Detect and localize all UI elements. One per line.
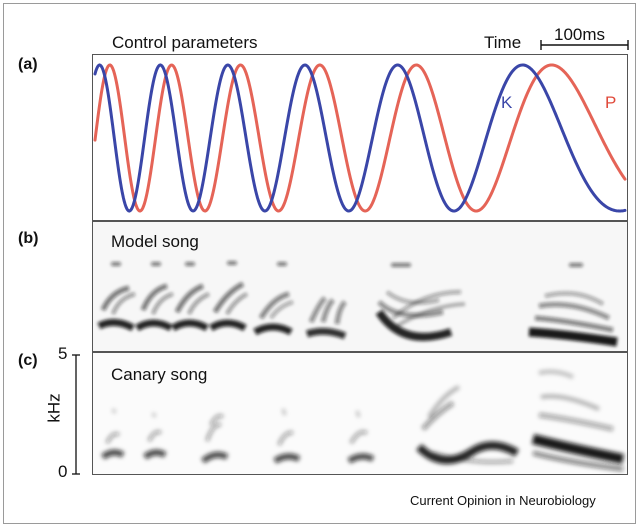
legend-k: K <box>501 93 513 112</box>
legend-p: P <box>605 93 617 112</box>
time-label: Time <box>484 33 522 52</box>
panel-a-title: Control parameters <box>112 33 258 52</box>
freq-axis-top-label: 5 <box>58 344 68 363</box>
panel-b-label: (b) <box>18 230 39 247</box>
canary-song-spectrogram <box>101 369 624 472</box>
panel-a-label: (a) <box>18 56 38 73</box>
credit-text: Current Opinion in Neurobiology <box>410 493 596 508</box>
k-parameter-curve <box>93 63 627 213</box>
scale-bar-label: 100ms <box>554 25 606 44</box>
freq-axis-unit: kHz <box>44 393 64 423</box>
model-song-panel: Model song <box>92 221 628 352</box>
panel-c-label: (c) <box>18 352 38 369</box>
control-waveforms <box>93 63 627 213</box>
model-song-spectrogram <box>97 261 618 347</box>
panel-b-title: Model song <box>111 232 199 251</box>
canary-song-panel: Canary song <box>92 352 628 475</box>
freq-axis-bottom-label: 0 <box>58 462 68 481</box>
panel-c-title: Canary song <box>111 365 208 384</box>
control-parameters-panel: K P <box>92 54 628 221</box>
figure-frame <box>3 3 636 524</box>
